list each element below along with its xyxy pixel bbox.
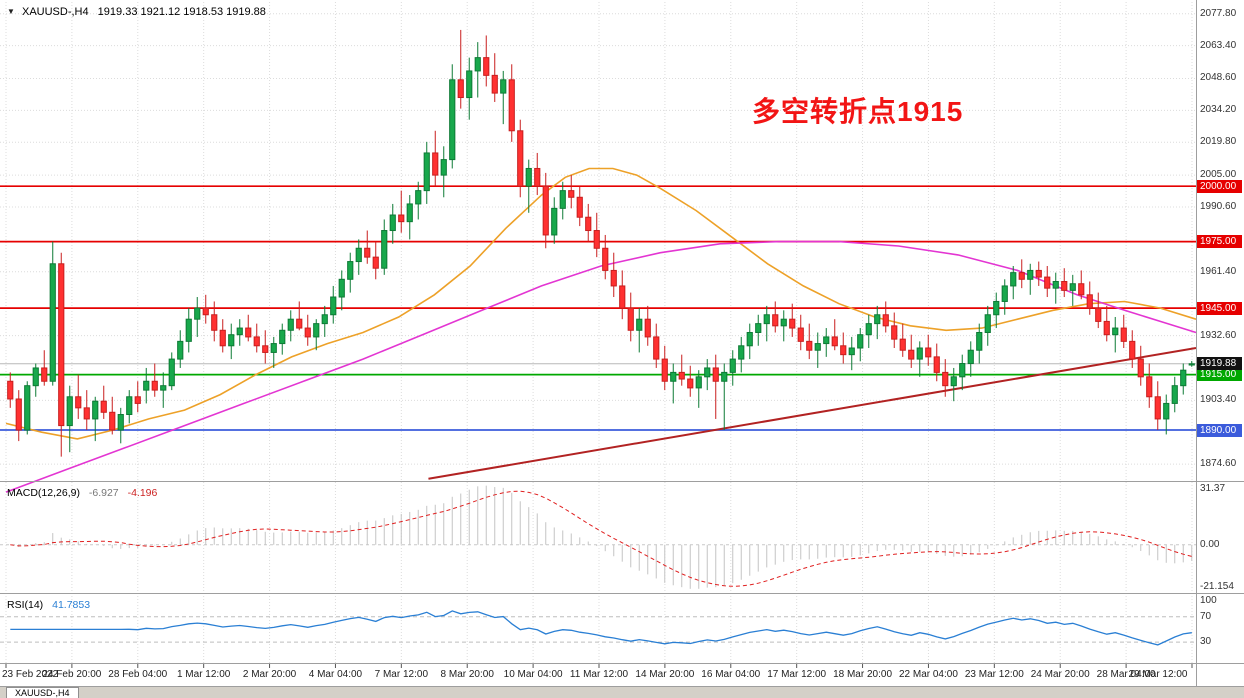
- chart-tab[interactable]: XAUUSD-,H4: [6, 687, 79, 698]
- price-axis: 2077.80 2063.40 2048.60 2034.20 2019.80 2005.…: [1197, 0, 1244, 686]
- macd-name: MACD(12,26,9): [7, 487, 80, 499]
- time-axis-label: 1 Mar 12:00: [176, 669, 231, 680]
- rsi-tick-label: 100: [1200, 595, 1217, 606]
- price-tick-label: 1874.60: [1200, 458, 1237, 470]
- rsi-tick-label: 30: [1200, 636, 1212, 648]
- time-axis-label: 24 Mar 20:00: [1030, 669, 1090, 680]
- time-axis-label: 11 Mar 12:00: [569, 669, 629, 680]
- price-level-badge: 1919.88: [1197, 357, 1242, 371]
- price-level-badge: 2000.00: [1197, 179, 1242, 193]
- price-tick-label: 2063.40: [1200, 39, 1237, 51]
- macd-tick-label: -21.154: [1200, 581, 1234, 593]
- rsi-value: 41.7853: [52, 599, 91, 611]
- macd-main-value: -6.927: [88, 487, 119, 499]
- time-axis-label: 7 Mar 12:00: [374, 669, 429, 680]
- rsi-name: RSI(14): [7, 599, 44, 611]
- time-axis-label: 22 Mar 04:00: [898, 669, 958, 680]
- price-tick-label: 1961.40: [1200, 265, 1237, 277]
- time-axis-label: 28 Mar 04:00: [1096, 669, 1156, 680]
- time-axis-label: 14 Mar 20:00: [635, 669, 695, 680]
- rsi-indicator-label: RSI(14) 41.7853: [7, 599, 90, 611]
- time-axis-label: 23 Mar 12:00: [964, 669, 1024, 680]
- macd-tick-label: 0.00: [1200, 538, 1220, 550]
- time-axis: 23 Feb 2022 24 Feb 20:00 28 Feb 04:00 1 Mar…: [0, 664, 1196, 686]
- chart-title: ▼ XAUUSD-,H4 1919.33 1921.12 1918.53 191…: [7, 6, 266, 18]
- time-axis-label: 2 Mar 20:00: [242, 669, 297, 680]
- price-level-badge: 1890.00: [1197, 423, 1242, 437]
- symbol-marker-icon[interactable]: ▼: [7, 7, 15, 16]
- time-axis-label: 10 Mar 04:00: [503, 669, 563, 680]
- symbol-period-label: XAUUSD-,H4: [21, 6, 89, 18]
- time-axis-label: 23 Feb 2022: [2, 669, 59, 680]
- ohlc-values-label: 1919.33 1921.12 1918.53 1919.88: [97, 6, 266, 18]
- price-level-badge: 1945.00: [1197, 301, 1242, 315]
- price-tick-label: 2077.80: [1200, 7, 1237, 19]
- time-axis-label: 16 Mar 04:00: [701, 669, 761, 680]
- rsi-tick-label: 70: [1200, 610, 1212, 622]
- price-tick-label: 2048.60: [1200, 72, 1237, 84]
- price-level-badge: 1915.00: [1197, 368, 1242, 382]
- price-tick-label: 2019.80: [1200, 136, 1237, 148]
- time-axis-label: 28 Feb 04:00: [108, 669, 168, 680]
- price-tick-label: 1903.40: [1200, 394, 1237, 406]
- price-level-badge: 1975.00: [1197, 235, 1242, 249]
- price-tick-label: 1932.60: [1200, 329, 1237, 341]
- time-axis-label: 17 Mar 12:00: [767, 669, 827, 680]
- time-axis-label: 18 Mar 20:00: [833, 669, 893, 680]
- macd-tick-label: 31.37: [1200, 483, 1226, 494]
- time-axis-label: 4 Mar 04:00: [308, 669, 363, 680]
- macd-signal-value: -4.196: [127, 487, 158, 499]
- chart-annotation-text[interactable]: 多空转折点1915: [752, 96, 964, 127]
- time-axis-label: 24 Feb 20:00: [42, 669, 102, 680]
- time-axis-label: 29 Mar 12:00: [1128, 669, 1188, 680]
- price-tick-label: 2034.20: [1200, 104, 1237, 116]
- price-tick-label: 1990.60: [1200, 201, 1237, 213]
- chart-tab-bar: XAUUSD-,H4: [0, 686, 1244, 698]
- macd-indicator-label: MACD(12,26,9) -6.927 -4.196: [7, 487, 157, 499]
- price-tick-label: 2005.00: [1200, 169, 1237, 181]
- time-axis-label: 8 Mar 20:00: [440, 669, 494, 680]
